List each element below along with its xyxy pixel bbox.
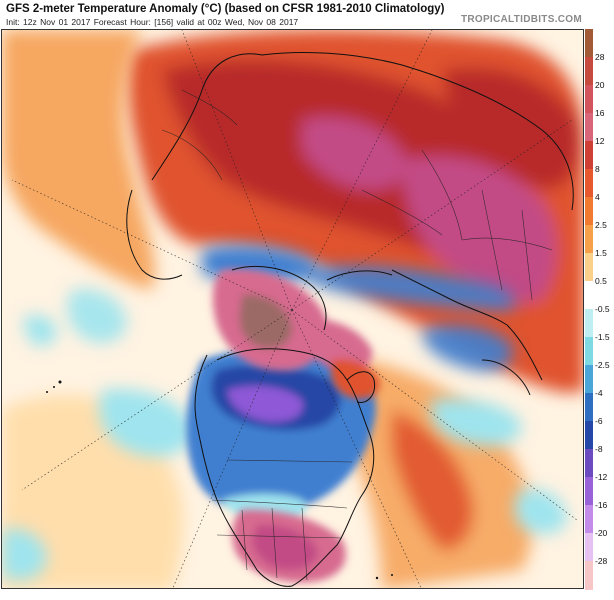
colorbar-swatch	[585, 309, 593, 338]
colorbar-swatch	[585, 225, 593, 254]
colorbar: 28 20 16 12 8 4 2.5 1.5 0.5 -0.5 -1.5 -2.5 -4 -6 -8 -12…	[585, 29, 614, 590]
graticule-lines	[11, 30, 578, 588]
colorbar-swatch	[585, 169, 593, 198]
colorbar-swatch	[585, 477, 593, 506]
colorbar-tick-label: -6	[595, 416, 603, 426]
colorbar-tick-label: -4	[595, 388, 603, 398]
cool-anomaly-regions	[2, 245, 567, 581]
colorbar-swatch	[585, 85, 593, 114]
colorbar-tick-label: 1.5	[595, 248, 607, 258]
map-title: GFS 2-meter Temperature Anomaly (°C) (ba…	[6, 3, 445, 15]
colorbar-swatch	[585, 505, 593, 534]
colorbar-swatch	[585, 533, 593, 562]
anomaly-map-canvas	[2, 30, 583, 588]
island-markers	[46, 380, 393, 580]
colorbar-swatch	[585, 449, 593, 478]
political-borders	[161, 89, 553, 581]
colorbar-tick-label: 20	[595, 80, 605, 90]
colorbar-tick-label: 8	[595, 164, 600, 174]
colorbar-swatch	[585, 57, 593, 86]
colorbar-tick-label: -12	[595, 472, 608, 482]
colorbar-swatch	[585, 393, 593, 422]
colorbar-tick-label: 12	[595, 136, 605, 146]
anomaly-map	[1, 29, 584, 589]
colorbar-swatch	[585, 561, 593, 590]
colorbar-swatch	[585, 421, 593, 450]
coastlines	[126, 51, 574, 587]
colorbar-swatch	[585, 197, 593, 226]
colorbar-swatch	[585, 365, 593, 394]
colorbar-tick-label: 2.5	[595, 220, 607, 230]
colorbar-swatch	[585, 113, 593, 142]
colorbar-swatch	[585, 281, 593, 310]
colorbar-tick-label: -8	[595, 444, 603, 454]
colorbar-tick-label: 4	[595, 192, 600, 202]
brand-watermark: TROPICALTIDBITS.COM	[460, 14, 582, 25]
colorbar-tick-label: -28	[595, 556, 608, 566]
colorbar-tick-label: -0.5	[595, 304, 610, 314]
colorbar-tick-label: 0.5	[595, 276, 607, 286]
colorbar-tick-label: -1.5	[595, 332, 610, 342]
colorbar-tick-label: -2.5	[595, 360, 610, 370]
colorbar-swatch	[585, 253, 593, 282]
colorbar-swatch	[585, 337, 593, 366]
colorbar-tick-label: -16	[595, 500, 608, 510]
map-subtitle: Init: 12z Nov 01 2017 Forecast Hour: [15…	[6, 17, 299, 27]
colorbar-swatch	[585, 141, 593, 170]
colorbar-tick-label: -20	[595, 528, 608, 538]
colorbar-tick-label: 28	[595, 52, 605, 62]
colorbar-swatch	[585, 29, 593, 58]
arctic-warm-region	[212, 269, 380, 399]
colorbar-tick-label: 16	[595, 108, 605, 118]
north-america-cold-region	[186, 348, 376, 523]
